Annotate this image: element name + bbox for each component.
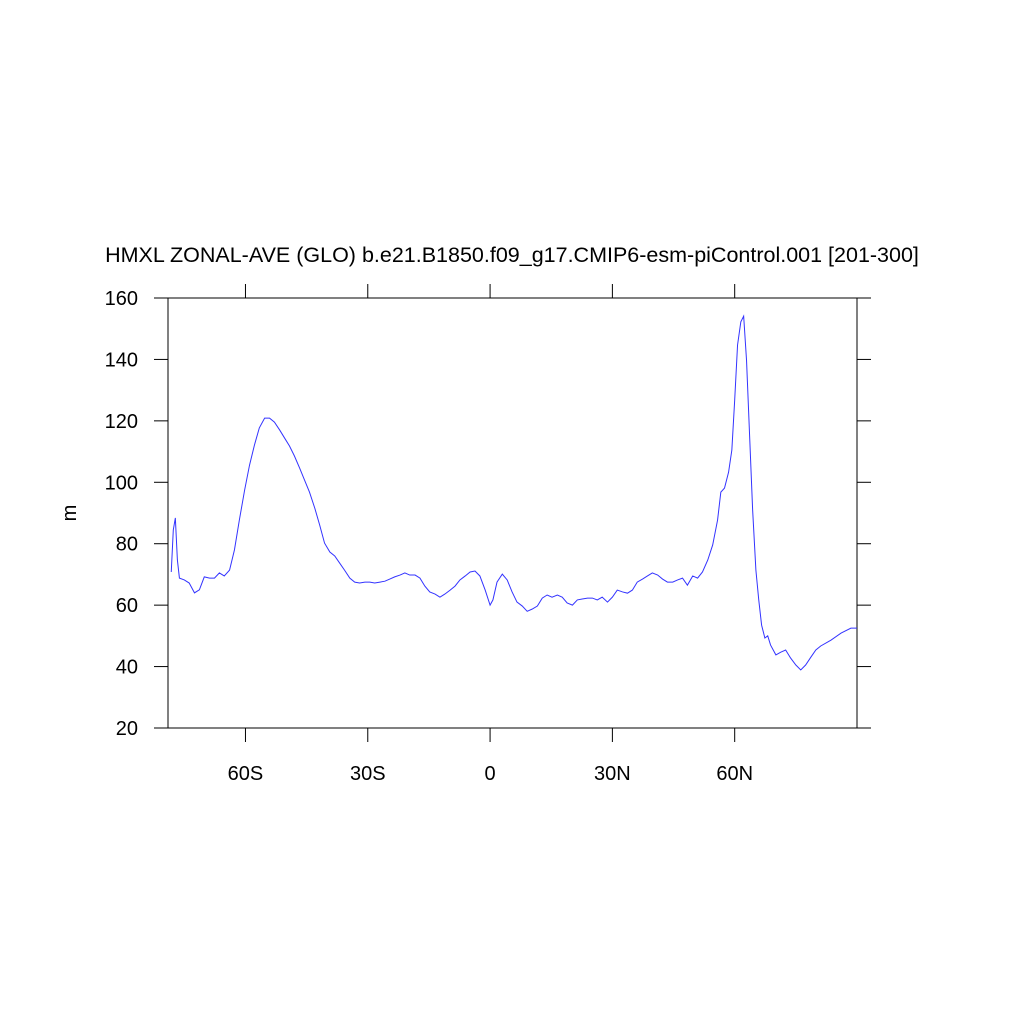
data-line — [170, 314, 857, 671]
y-tick-label: 160 — [105, 288, 138, 310]
y-tick-label: 40 — [116, 657, 138, 679]
y-tick-label: 80 — [116, 534, 138, 556]
y-tick-label: 120 — [105, 411, 138, 433]
x-tick-label: 60N — [716, 763, 753, 785]
x-tick-label: 60S — [228, 763, 264, 785]
y-tick-label: 60 — [116, 595, 138, 617]
plot-frame — [167, 297, 858, 729]
y-tick-label: 100 — [105, 472, 138, 494]
y-tick-label: 20 — [116, 718, 138, 740]
y-tick-label: 140 — [105, 349, 138, 371]
y-axis-label: m — [59, 505, 81, 522]
chart-title: HMXL ZONAL-AVE (GLO) b.e21.B1850.f09_g17… — [105, 243, 919, 267]
x-tick-label: 0 — [485, 763, 496, 785]
x-tick-label: 30S — [350, 763, 386, 785]
x-tick-label: 30N — [594, 763, 631, 785]
